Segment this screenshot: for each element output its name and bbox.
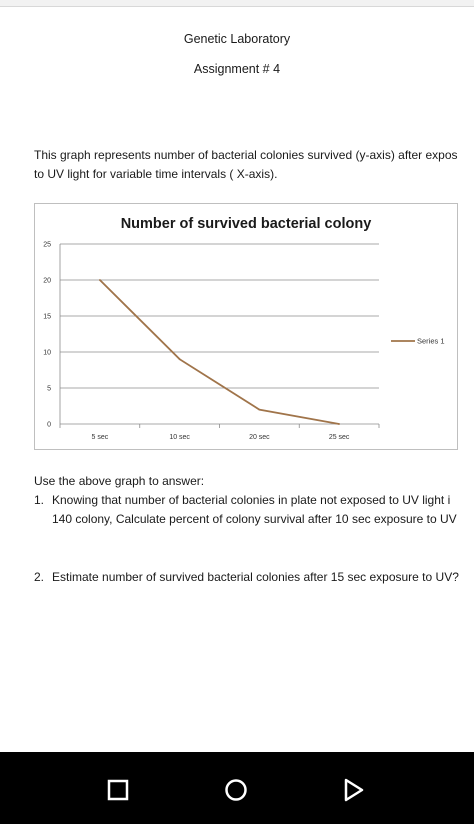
- q2-line-1: Estimate number of survived bacterial co…: [52, 570, 459, 584]
- data-point: [258, 408, 261, 411]
- q1-line-1: Knowing that number of bacterial colonie…: [52, 493, 451, 507]
- intro-line-2: to UV light for variable time intervals …: [34, 167, 278, 181]
- data-point: [178, 358, 181, 361]
- x-tick-label: 25 sec: [329, 434, 350, 441]
- y-tick-label: 5: [47, 386, 51, 393]
- data-point: [98, 279, 101, 281]
- chart-frame: Number of survived bacterial colony 0 5 10…: [34, 203, 458, 450]
- back-button[interactable]: [334, 772, 374, 808]
- questions-lead: Use the above graph to answer:: [34, 474, 205, 488]
- android-nav-bar: [0, 752, 474, 824]
- q2-number: 2.: [34, 570, 45, 584]
- home-button[interactable]: [216, 772, 256, 808]
- series-line: [99, 279, 340, 425]
- legend-label: Series 1: [417, 337, 445, 346]
- y-tick-label: 10: [43, 350, 51, 357]
- q1-line-2: 140 colony, Calculate percent of colony …: [52, 512, 457, 526]
- chart-title: Number of survived bacterial colony: [121, 216, 372, 232]
- y-tick-label: 25: [43, 242, 51, 249]
- survival-line-chart: Number of survived bacterial colony 0 5 10…: [43, 216, 445, 441]
- square-icon: [107, 779, 129, 801]
- data-point: [338, 423, 341, 425]
- triangle-icon: [344, 778, 364, 802]
- x-tick-label: 20 sec: [249, 434, 270, 441]
- q1-number: 1.: [34, 493, 45, 507]
- assignment-number: Assignment # 4: [193, 62, 281, 76]
- x-tick-label: 10 sec: [169, 434, 190, 441]
- page-title: Genetic Laboratory: [183, 32, 291, 46]
- y-tick-label: 15: [43, 314, 51, 321]
- top-edge: [0, 0, 474, 7]
- intro-line-1: This graph represents number of bacteria…: [34, 148, 458, 162]
- x-tick-label: 5 sec: [92, 434, 109, 441]
- circle-icon: [225, 779, 247, 801]
- y-tick-label: 0: [47, 422, 51, 429]
- recents-button[interactable]: [98, 772, 138, 808]
- y-tick-label: 20: [43, 278, 51, 285]
